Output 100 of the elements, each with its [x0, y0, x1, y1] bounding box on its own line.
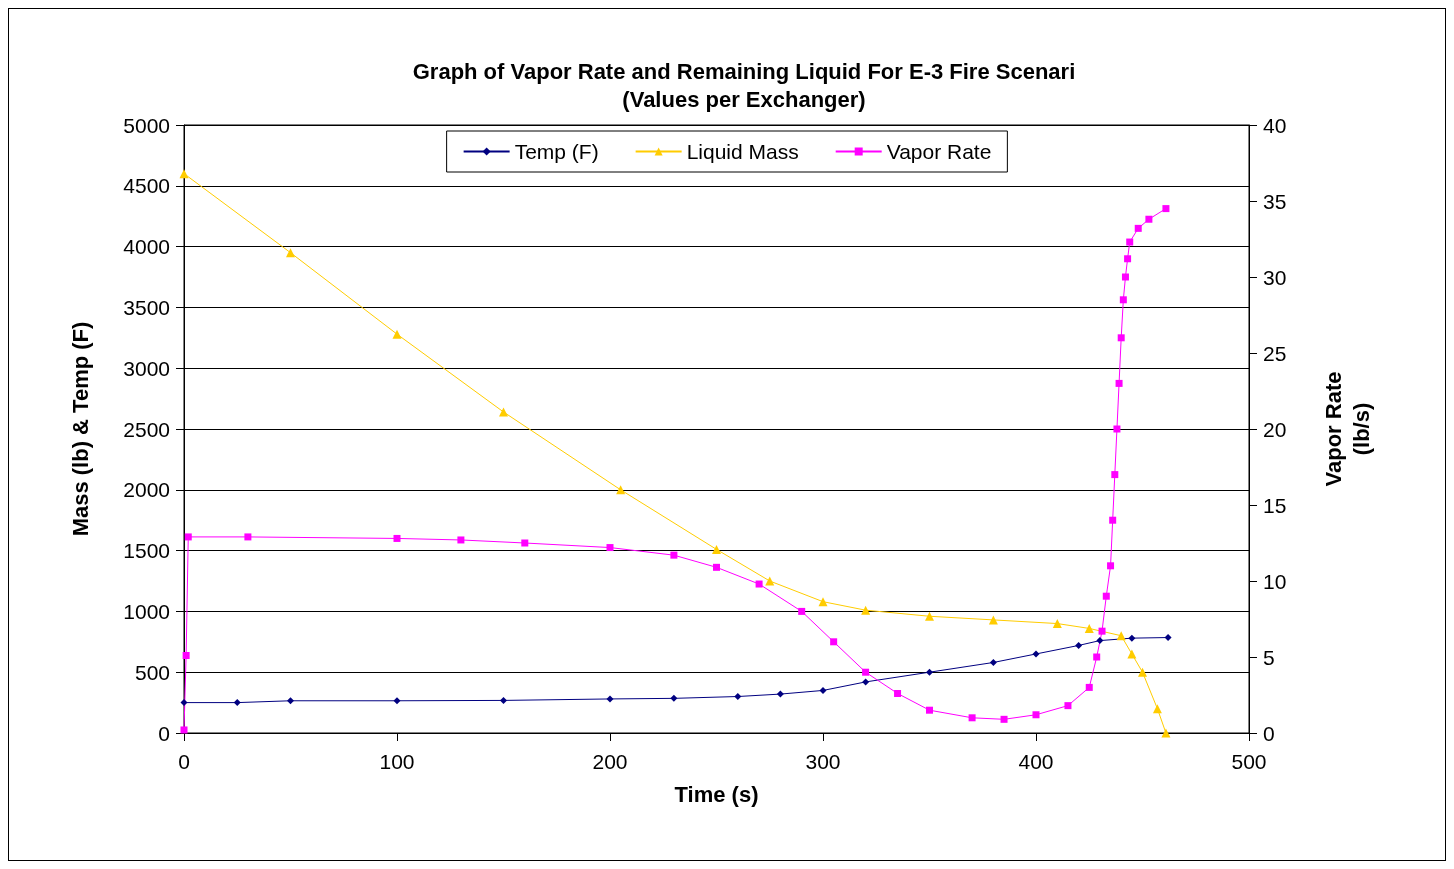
point [861, 605, 871, 615]
point [1075, 641, 1083, 649]
point [1096, 637, 1104, 645]
point [182, 651, 190, 659]
y-tick-label: 500 [134, 660, 170, 684]
point [1109, 516, 1117, 524]
point [179, 169, 189, 179]
point [457, 536, 465, 544]
point [1138, 667, 1147, 677]
point [1124, 255, 1132, 263]
point [1152, 704, 1162, 714]
point [184, 533, 192, 541]
point [926, 668, 933, 676]
point [819, 686, 827, 694]
point [1115, 379, 1123, 387]
legend-label: Vapor Rate [886, 140, 992, 163]
point [1113, 425, 1121, 433]
point [1164, 634, 1172, 642]
point [713, 563, 720, 571]
point [1000, 715, 1008, 723]
y2-tick-label: 20 [1263, 417, 1287, 441]
x-tick-label: 500 [1231, 750, 1267, 773]
point [1145, 215, 1153, 223]
point [1134, 224, 1142, 232]
point [393, 534, 401, 542]
point [1093, 653, 1101, 661]
point [1107, 562, 1115, 570]
point [606, 544, 614, 552]
point [755, 580, 763, 588]
x-axis-title: Time (s) [674, 781, 759, 807]
point [1102, 592, 1110, 600]
point [670, 551, 678, 559]
point [1161, 728, 1171, 738]
y-tick-label: 3000 [123, 356, 170, 380]
point [765, 576, 775, 586]
point [500, 696, 507, 704]
y-tick-label: 0 [158, 721, 170, 745]
y-tick-label: 5000 [123, 113, 170, 137]
legend-label: Temp (F) [514, 140, 599, 163]
chart-title: Graph of Vapor Rate and Remaining Liquid For E-3 Fire Scenari [412, 58, 1076, 84]
x-tick-label: 0 [178, 750, 190, 773]
point [1111, 471, 1119, 479]
point [287, 697, 294, 705]
point [180, 726, 188, 734]
point [989, 658, 997, 666]
point [606, 695, 614, 703]
y2-axis-title: Vapor Rate (lb/s) [1320, 371, 1374, 487]
point [862, 678, 870, 686]
point [1032, 711, 1040, 719]
point [712, 544, 721, 554]
y-tick-label: 2000 [123, 478, 170, 502]
point [1126, 238, 1134, 246]
point [925, 611, 934, 621]
point [926, 706, 933, 714]
point [393, 697, 401, 705]
point [734, 693, 742, 701]
point [818, 597, 828, 607]
point [1098, 627, 1106, 635]
point [1128, 634, 1136, 642]
y2-tick-label: 40 [1263, 113, 1287, 137]
point [233, 699, 241, 707]
y2-tick-label: 35 [1263, 189, 1287, 213]
point [392, 329, 402, 339]
point [1084, 623, 1094, 633]
x-tick-label: 200 [592, 750, 628, 773]
point [1085, 683, 1093, 691]
point [776, 690, 784, 698]
point [670, 694, 678, 702]
y2-tick-label: 5 [1263, 645, 1275, 669]
point [1052, 619, 1062, 629]
legend-label: Liquid Mass [686, 140, 799, 163]
x-tick-label: 400 [1018, 750, 1054, 773]
point [244, 533, 252, 541]
point [499, 407, 508, 417]
y-tick-label: 3500 [123, 295, 170, 319]
point [521, 539, 529, 547]
y2-tick-label: 0 [1263, 721, 1275, 745]
point [180, 699, 188, 707]
point [1064, 702, 1072, 710]
point [894, 689, 902, 697]
point [1162, 205, 1170, 213]
y2-tick-label: 25 [1263, 341, 1287, 365]
y-tick-label: 4500 [123, 174, 170, 198]
point [968, 714, 976, 722]
chart-subtitle: (Values per Exchanger) [622, 86, 866, 112]
point [830, 638, 838, 646]
y2-tick-label: 10 [1263, 569, 1287, 593]
y-tick-label: 4000 [123, 235, 170, 259]
point [798, 607, 806, 615]
y2-tick-label: 30 [1263, 265, 1287, 289]
point [286, 248, 295, 258]
x-tick-label: 300 [805, 750, 841, 773]
point [1121, 273, 1129, 281]
point [1032, 650, 1040, 658]
y-tick-label: 1500 [123, 539, 170, 563]
point [862, 668, 870, 676]
y-tick-label: 1000 [123, 599, 170, 623]
y-tick-label: 2500 [123, 417, 170, 441]
y-axis-title: Mass (lb) & Temp (F) [67, 321, 93, 537]
y2-tick-label: 15 [1263, 493, 1287, 517]
